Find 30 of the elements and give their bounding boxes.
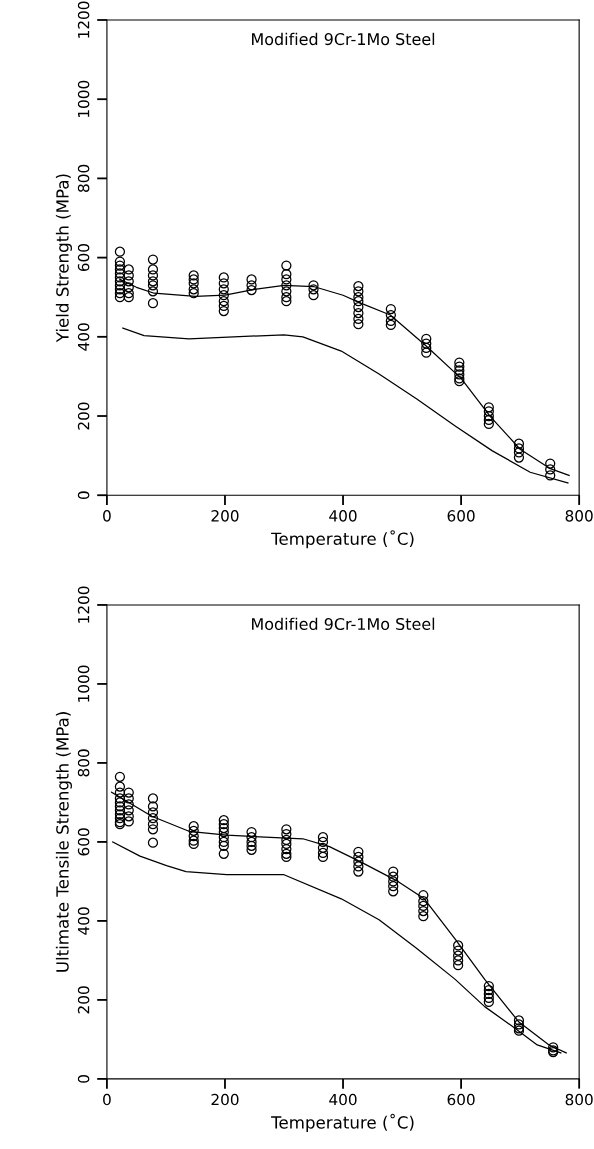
x-tick-label: 600 [447,510,475,522]
text: Modified 9Cr-1Mo Steel [252,617,435,631]
y-tick-label: 1000 [77,80,90,117]
x-tick-label: 0 [103,1093,111,1106]
x-tick-label: 200 [211,510,239,522]
y-tick-label: 200 [77,986,90,1014]
x-tick-label: 400 [329,1093,357,1106]
x-tick-label: 0 [103,510,111,522]
y-tick-label: 800 [77,749,90,777]
x-tick-label: 400 [329,510,357,522]
y-tick-label: 800 [77,164,90,192]
y-tick-label: 1200 [77,586,90,623]
y-tick-label: 600 [77,828,90,856]
x-axis-title: Temperature (˚C) [271,1113,414,1132]
x-tick-label: 800 [565,510,593,522]
y-axis-title: Ultimate Tensile Strength (MPa) [55,712,72,972]
y-tick-label: 1000 [77,665,90,702]
y-tick-label: 1200 [77,1,90,38]
y-tick-label: 400 [77,323,90,351]
x-tick-label: 200 [211,1093,239,1106]
y-tick-label: 0 [77,1075,90,1083]
y-tick-label: 400 [77,907,90,935]
y-tick-label: 600 [77,244,90,272]
text: Modified 9Cr-1Mo Steel [252,32,435,46]
y-tick-label: 200 [77,402,90,430]
x-axis-title: Temperature (˚C) [271,530,414,549]
y-axis-title: Yield Strength (MPa) [55,174,72,343]
y-tick-label: 0 [77,491,90,500]
x-tick-label: 600 [447,1093,475,1106]
x-tick-label: 800 [565,1093,593,1106]
